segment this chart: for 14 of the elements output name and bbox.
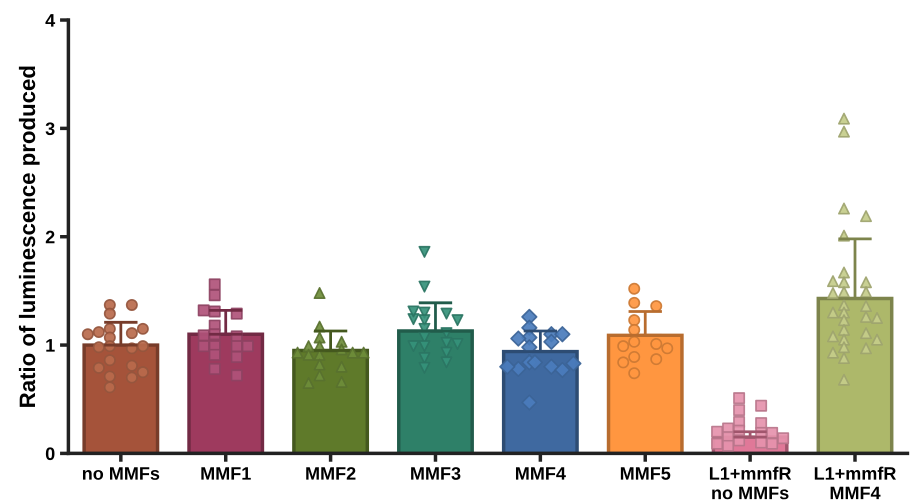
x-tick-label: MMF4 [516, 467, 566, 480]
y-tick-label: 1 [46, 339, 55, 352]
x-tick-label: MMF3 [411, 467, 460, 480]
x-tick-label: no MMFs [82, 467, 160, 480]
x-tick-label: L1+mmfR no MMFs [710, 466, 792, 500]
x-tick-label: MMF2 [306, 467, 356, 480]
y-tick-label: 3 [46, 122, 55, 136]
y-tick-label: 4 [45, 14, 56, 27]
y-tick-label: 0 [46, 447, 54, 460]
x-tick-label: MMF5 [620, 467, 670, 480]
x-tick-label: MMF1 [201, 467, 251, 480]
x-tick-label: L1+mmfR MMF4 [814, 466, 896, 500]
y-axis-title: Ratio of luminescence produced [18, 66, 40, 407]
y-tick-label: 2 [46, 230, 54, 244]
